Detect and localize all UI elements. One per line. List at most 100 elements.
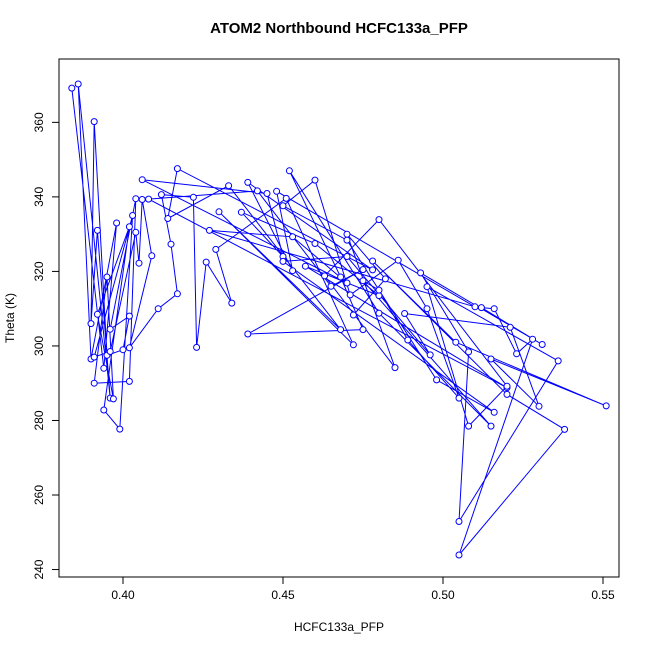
data-point (394, 256, 402, 264)
data-point (602, 402, 610, 410)
data-point (279, 257, 287, 265)
data-point (285, 167, 293, 175)
x-tick-label: 0.40 (111, 588, 135, 602)
data-point (93, 226, 101, 234)
data-point (164, 215, 172, 222)
data-point (327, 282, 335, 290)
data-point (244, 178, 252, 186)
data-point (113, 219, 121, 227)
data-point (404, 336, 412, 344)
data-point (244, 330, 252, 338)
data-point (375, 216, 383, 224)
data-point (132, 228, 140, 236)
data-point (337, 326, 345, 334)
data-point (138, 176, 146, 184)
data-point (132, 195, 140, 203)
data-point (423, 305, 431, 313)
plot-frame (58, 58, 620, 578)
data-point (401, 310, 409, 317)
data-point (359, 277, 367, 285)
data-point (490, 305, 498, 313)
data-point (68, 84, 76, 92)
data-point (154, 305, 162, 313)
data-point (433, 376, 441, 384)
data-point (129, 212, 137, 219)
data-point (417, 269, 425, 277)
data-point (561, 425, 569, 433)
data-point (253, 187, 261, 195)
data-point (375, 309, 383, 317)
data-point (426, 351, 434, 359)
x-tick-label: 0.45 (271, 588, 295, 602)
data-point (423, 283, 431, 291)
data-point (87, 320, 95, 328)
series-lines (71, 83, 607, 556)
data-point (93, 310, 101, 318)
data-point (391, 364, 399, 372)
chart-title: ATOM2 Northbound HCFC133a_PFP (210, 20, 468, 37)
data-point (90, 379, 98, 387)
data-point (228, 299, 236, 307)
data-point (90, 353, 98, 361)
data-point (215, 208, 223, 216)
y-tick-label: 320 (32, 261, 46, 281)
data-point (554, 357, 562, 365)
y-tick-label: 340 (32, 187, 46, 207)
data-point (465, 422, 473, 430)
data-point (381, 275, 389, 283)
data-point (471, 303, 479, 311)
series-line (71, 83, 607, 556)
x-axis-label: HCFC133a_PFP (294, 620, 384, 634)
data-point (90, 118, 98, 126)
data-point (193, 343, 201, 351)
data-point (301, 262, 309, 270)
y-tick-label: 280 (32, 410, 46, 430)
series-points (68, 80, 610, 559)
data-point (145, 195, 153, 203)
data-point (503, 382, 511, 390)
x-tick-label: 0.50 (431, 588, 455, 602)
data-point (490, 408, 498, 416)
y-tick-label: 360 (32, 112, 46, 132)
data-point (167, 240, 175, 248)
data-point (359, 326, 367, 334)
data-point (535, 402, 543, 410)
data-point (289, 267, 297, 275)
data-point (337, 273, 345, 281)
y-axis-label: Theta (K) (3, 293, 17, 343)
data-point (343, 230, 351, 238)
data-point (311, 240, 319, 247)
data-point (279, 202, 287, 210)
data-point (100, 406, 108, 414)
data-point (349, 311, 357, 319)
data-point (455, 518, 463, 525)
y-tick-label: 240 (32, 559, 46, 579)
data-point (125, 312, 133, 320)
data-point (106, 325, 114, 333)
data-point (125, 223, 133, 231)
data-point (506, 323, 514, 331)
data-point (125, 344, 133, 352)
data-point (212, 245, 220, 253)
y-tick-label: 260 (32, 485, 46, 505)
data-point (157, 191, 165, 199)
data-point (369, 266, 377, 274)
data-point (452, 338, 460, 346)
x-tick-label: 0.55 (591, 588, 615, 602)
data-point (205, 226, 213, 234)
data-point (289, 233, 297, 241)
data-point (465, 348, 473, 356)
data-point (369, 257, 377, 265)
data-point (343, 279, 351, 287)
data-point (487, 422, 495, 430)
data-point (225, 182, 233, 190)
data-point (100, 364, 108, 372)
data-point (119, 346, 127, 354)
data-point (148, 252, 156, 260)
data-point (116, 425, 124, 433)
data-point (173, 290, 181, 298)
data-point (477, 304, 485, 312)
data-point (455, 394, 463, 402)
data-point (173, 165, 181, 173)
